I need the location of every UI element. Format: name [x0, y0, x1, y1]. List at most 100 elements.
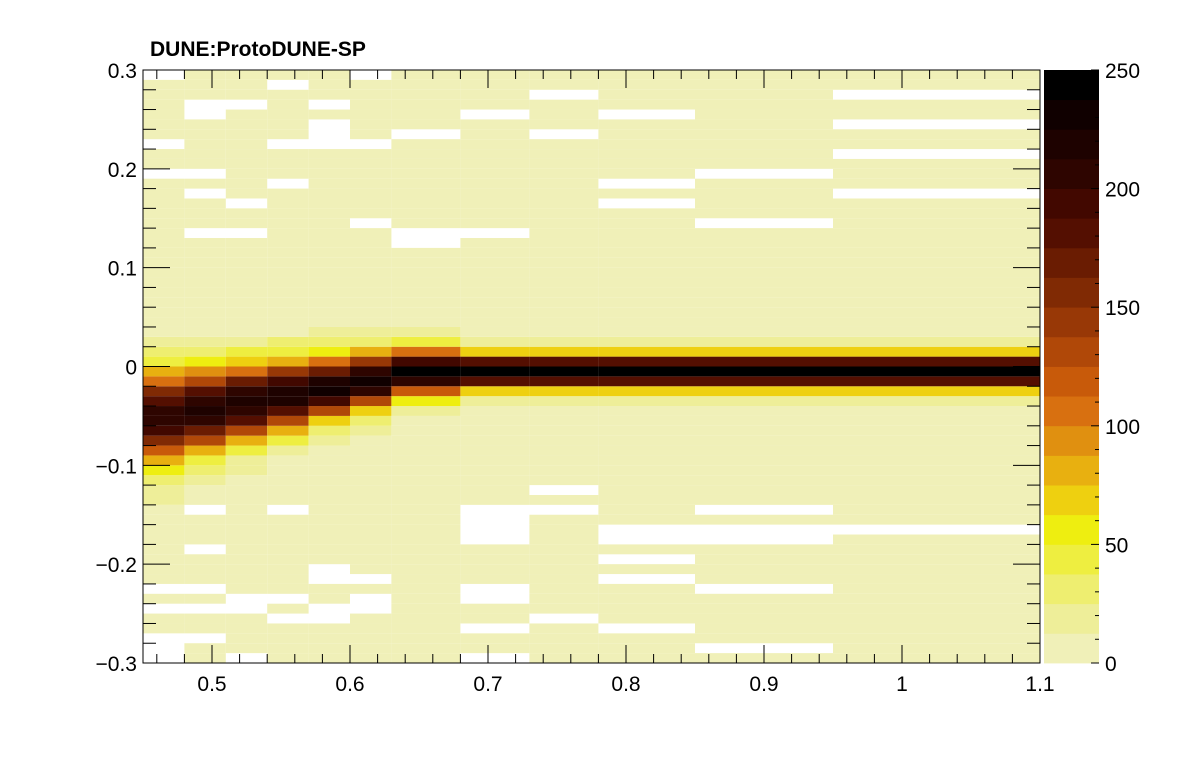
- heatmap-cell: [184, 623, 226, 634]
- heatmap-cell: [225, 415, 268, 426]
- heatmap-cell: [267, 544, 309, 555]
- heatmap-cell: [695, 564, 833, 575]
- heatmap-cell: [308, 208, 350, 219]
- heatmap-cell: [391, 494, 461, 505]
- heatmap-cell: [225, 168, 268, 179]
- heatmap-cell: [529, 593, 599, 604]
- heatmap-cell: [529, 455, 599, 466]
- heatmap-cell: [460, 188, 530, 199]
- heatmap-cell: [529, 425, 599, 436]
- heatmap-cell: [267, 514, 309, 525]
- heatmap-cell: [350, 208, 392, 219]
- heatmap-cell: [184, 79, 226, 90]
- y-tick-label: −0.3: [96, 653, 137, 676]
- heatmap-cell: [833, 475, 1040, 486]
- heatmap-cell: [391, 544, 461, 555]
- heatmap-cell: [350, 435, 392, 446]
- heatmap-cell: [598, 317, 695, 327]
- heatmap-cell: [833, 494, 1040, 505]
- heatmap-cell: [833, 544, 1040, 555]
- color-scale-label: 150: [1105, 297, 1140, 320]
- heatmap-cell: [350, 514, 392, 525]
- x-tick-label: 1: [896, 673, 908, 696]
- heatmap-cell: [391, 188, 461, 199]
- heatmap-cell: [225, 435, 268, 446]
- heatmap-cell: [308, 544, 350, 555]
- heatmap-cell: [391, 653, 461, 663]
- color-scale-step: [1044, 158, 1099, 189]
- heatmap-cell: [143, 346, 185, 357]
- heatmap-cell: [184, 396, 226, 407]
- heatmap-cell: [308, 238, 350, 248]
- heatmap-cell: [598, 277, 695, 288]
- heatmap-cells: [143, 70, 1040, 663]
- heatmap-cell: [267, 238, 309, 248]
- heatmap-cell: [695, 465, 833, 476]
- heatmap-cell: [143, 238, 185, 248]
- heatmap-cell: [143, 109, 185, 120]
- heatmap-cell: [598, 89, 695, 100]
- heatmap-cell: [833, 99, 1040, 110]
- heatmap-cell: [598, 593, 695, 604]
- heatmap-cell: [225, 643, 268, 654]
- heatmap-cell: [308, 346, 350, 357]
- heatmap-cell: [529, 317, 599, 327]
- heatmap-cell: [225, 149, 268, 159]
- x-tick-label: 0.9: [749, 673, 778, 696]
- heatmap-cell: [308, 287, 350, 298]
- heatmap-cell: [308, 267, 350, 278]
- heatmap-cell: [460, 149, 530, 159]
- heatmap-cell: [695, 208, 833, 219]
- heatmap-cell: [695, 623, 833, 634]
- heatmap-cell: [225, 633, 268, 644]
- heatmap-cell: [267, 317, 309, 327]
- heatmap-cell: [529, 574, 599, 584]
- heatmap-cell: [598, 287, 695, 298]
- heatmap-cell: [308, 366, 350, 377]
- heatmap-cell: [308, 376, 350, 387]
- heatmap-cell: [143, 415, 185, 426]
- heatmap-cell: [391, 554, 461, 565]
- heatmap-cell: [225, 238, 268, 248]
- heatmap-cell: [598, 139, 695, 150]
- heatmap-cell: [267, 445, 309, 456]
- heatmap-cell: [391, 435, 461, 446]
- heatmap-cell: [308, 406, 350, 416]
- heatmap-cell: [267, 653, 309, 663]
- heatmap-cell: [695, 317, 833, 327]
- heatmap-cell: [460, 79, 530, 90]
- heatmap-cell: [267, 188, 309, 199]
- heatmap-cell: [833, 218, 1040, 229]
- heatmap-cell: [833, 485, 1040, 495]
- heatmap-cell: [225, 366, 268, 377]
- heatmap-cell: [695, 158, 833, 169]
- heatmap-cell: [143, 198, 185, 209]
- heatmap-cell: [695, 149, 833, 159]
- heatmap-cell: [225, 317, 268, 327]
- heatmap-cell: [184, 425, 226, 436]
- heatmap-cell: [225, 356, 268, 367]
- heatmap-cell: [267, 149, 309, 159]
- heatmap-cell: [350, 396, 392, 407]
- heatmap-cell: [267, 633, 309, 644]
- heatmap-cell: [529, 149, 599, 159]
- heatmap-cell: [529, 287, 599, 298]
- heatmap-cell: [460, 247, 530, 258]
- heatmap-cell: [460, 178, 530, 189]
- heatmap-cell: [460, 277, 530, 288]
- heatmap-cell: [391, 70, 461, 80]
- heatmap-cell: [833, 336, 1040, 347]
- color-scale-step: [1044, 574, 1099, 605]
- heatmap-cell: [598, 376, 695, 387]
- heatmap-cell: [833, 465, 1040, 476]
- heatmap-cell: [529, 247, 599, 258]
- heatmap-cell: [833, 287, 1040, 298]
- heatmap-cell: [267, 406, 309, 416]
- heatmap-cell: [225, 406, 268, 416]
- heatmap-cell: [833, 79, 1040, 90]
- heatmap-cell: [143, 455, 185, 466]
- heatmap-cell: [598, 129, 695, 140]
- heatmap-cell: [598, 267, 695, 278]
- heatmap-cell: [143, 188, 185, 199]
- heatmap-cell: [184, 366, 226, 377]
